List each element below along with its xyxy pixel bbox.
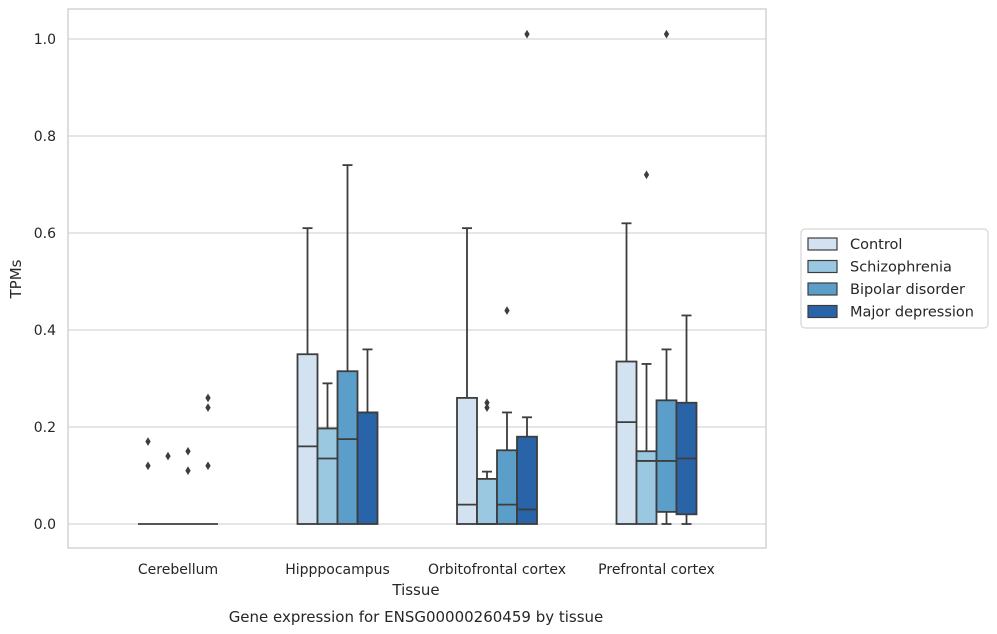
outlier-point bbox=[145, 461, 151, 471]
outlier-point bbox=[205, 461, 211, 471]
box-rect bbox=[655, 399, 678, 513]
box-0-2 bbox=[456, 227, 478, 525]
box-1-0 bbox=[158, 451, 178, 525]
box-2-0 bbox=[178, 446, 198, 525]
box-3-2 bbox=[516, 29, 538, 525]
box-rect bbox=[615, 360, 638, 525]
y-tick-label: 0.6 bbox=[34, 226, 56, 242]
chart-title: Gene expression for ENSG00000260459 by t… bbox=[229, 608, 604, 626]
y-tick-label: 0.0 bbox=[34, 517, 56, 533]
box-groups bbox=[138, 29, 698, 525]
outlier-point bbox=[185, 446, 191, 456]
outlier-point bbox=[663, 29, 670, 39]
box-0-3 bbox=[615, 222, 638, 525]
x-tick-label: Prefrontal cortex bbox=[598, 562, 715, 578]
outlier-point bbox=[643, 170, 650, 180]
legend-swatch bbox=[807, 259, 838, 274]
plot-frame bbox=[67, 8, 767, 549]
outlier-point bbox=[165, 451, 171, 461]
legend-label: Control bbox=[850, 237, 902, 253]
box-rect bbox=[476, 477, 498, 525]
legend-frame bbox=[800, 228, 989, 329]
y-tick-label: 0.8 bbox=[34, 129, 56, 145]
outlier-point bbox=[185, 466, 191, 475]
box-0-1 bbox=[296, 227, 319, 525]
outlier-point bbox=[484, 403, 490, 412]
outlier-point bbox=[504, 306, 510, 315]
box-0-0 bbox=[138, 437, 158, 525]
box-1-2 bbox=[476, 398, 498, 525]
legend-swatch bbox=[807, 304, 838, 319]
box-rect bbox=[496, 449, 518, 525]
outlier-point bbox=[484, 398, 490, 408]
legend-label: Bipolar disorder bbox=[850, 282, 965, 298]
y-tick-label: 0.4 bbox=[34, 323, 56, 339]
x-tick-label: Hipppocampus bbox=[285, 562, 390, 578]
x-tick-label: Orbitofrontal cortex bbox=[428, 562, 566, 578]
legend-label: Schizophrenia bbox=[850, 260, 952, 276]
outlier-point bbox=[145, 437, 151, 446]
box-rect bbox=[516, 435, 538, 525]
y-tick-label: 1.0 bbox=[34, 32, 56, 48]
outlier-point bbox=[524, 29, 530, 39]
y-tick-label: 0.2 bbox=[34, 420, 56, 436]
legend-swatch bbox=[807, 282, 838, 296]
box-3-3 bbox=[675, 314, 698, 525]
box-2-1 bbox=[336, 164, 359, 525]
x-tick-label: Cerebellum bbox=[138, 562, 218, 578]
y-axis-label: TPMs bbox=[7, 259, 25, 299]
box-rect bbox=[296, 353, 319, 525]
box-rect bbox=[456, 396, 478, 525]
box-1-1 bbox=[316, 382, 339, 525]
box-rect bbox=[635, 450, 658, 525]
y-tick-labels: 0.0 0.2 0.4 0.6 0.8 1.0 bbox=[34, 32, 56, 533]
outlier-point bbox=[205, 403, 211, 412]
box-3-1 bbox=[356, 348, 379, 525]
box-rect bbox=[316, 427, 339, 525]
legend-swatch bbox=[807, 237, 838, 251]
legend-label: Major depression bbox=[850, 305, 974, 321]
x-tick-labels: Cerebellum Hipppocampus Orbitofrontal cort… bbox=[138, 562, 715, 578]
x-axis-label: Tissue bbox=[391, 581, 439, 599]
box-1-3 bbox=[635, 170, 658, 525]
box-rect bbox=[336, 370, 359, 525]
legend: Control Schizophrenia Bipolar disorder Majo… bbox=[800, 228, 989, 329]
box-rect bbox=[356, 411, 379, 525]
outlier-point bbox=[205, 393, 211, 403]
box-3-0 bbox=[198, 393, 218, 525]
